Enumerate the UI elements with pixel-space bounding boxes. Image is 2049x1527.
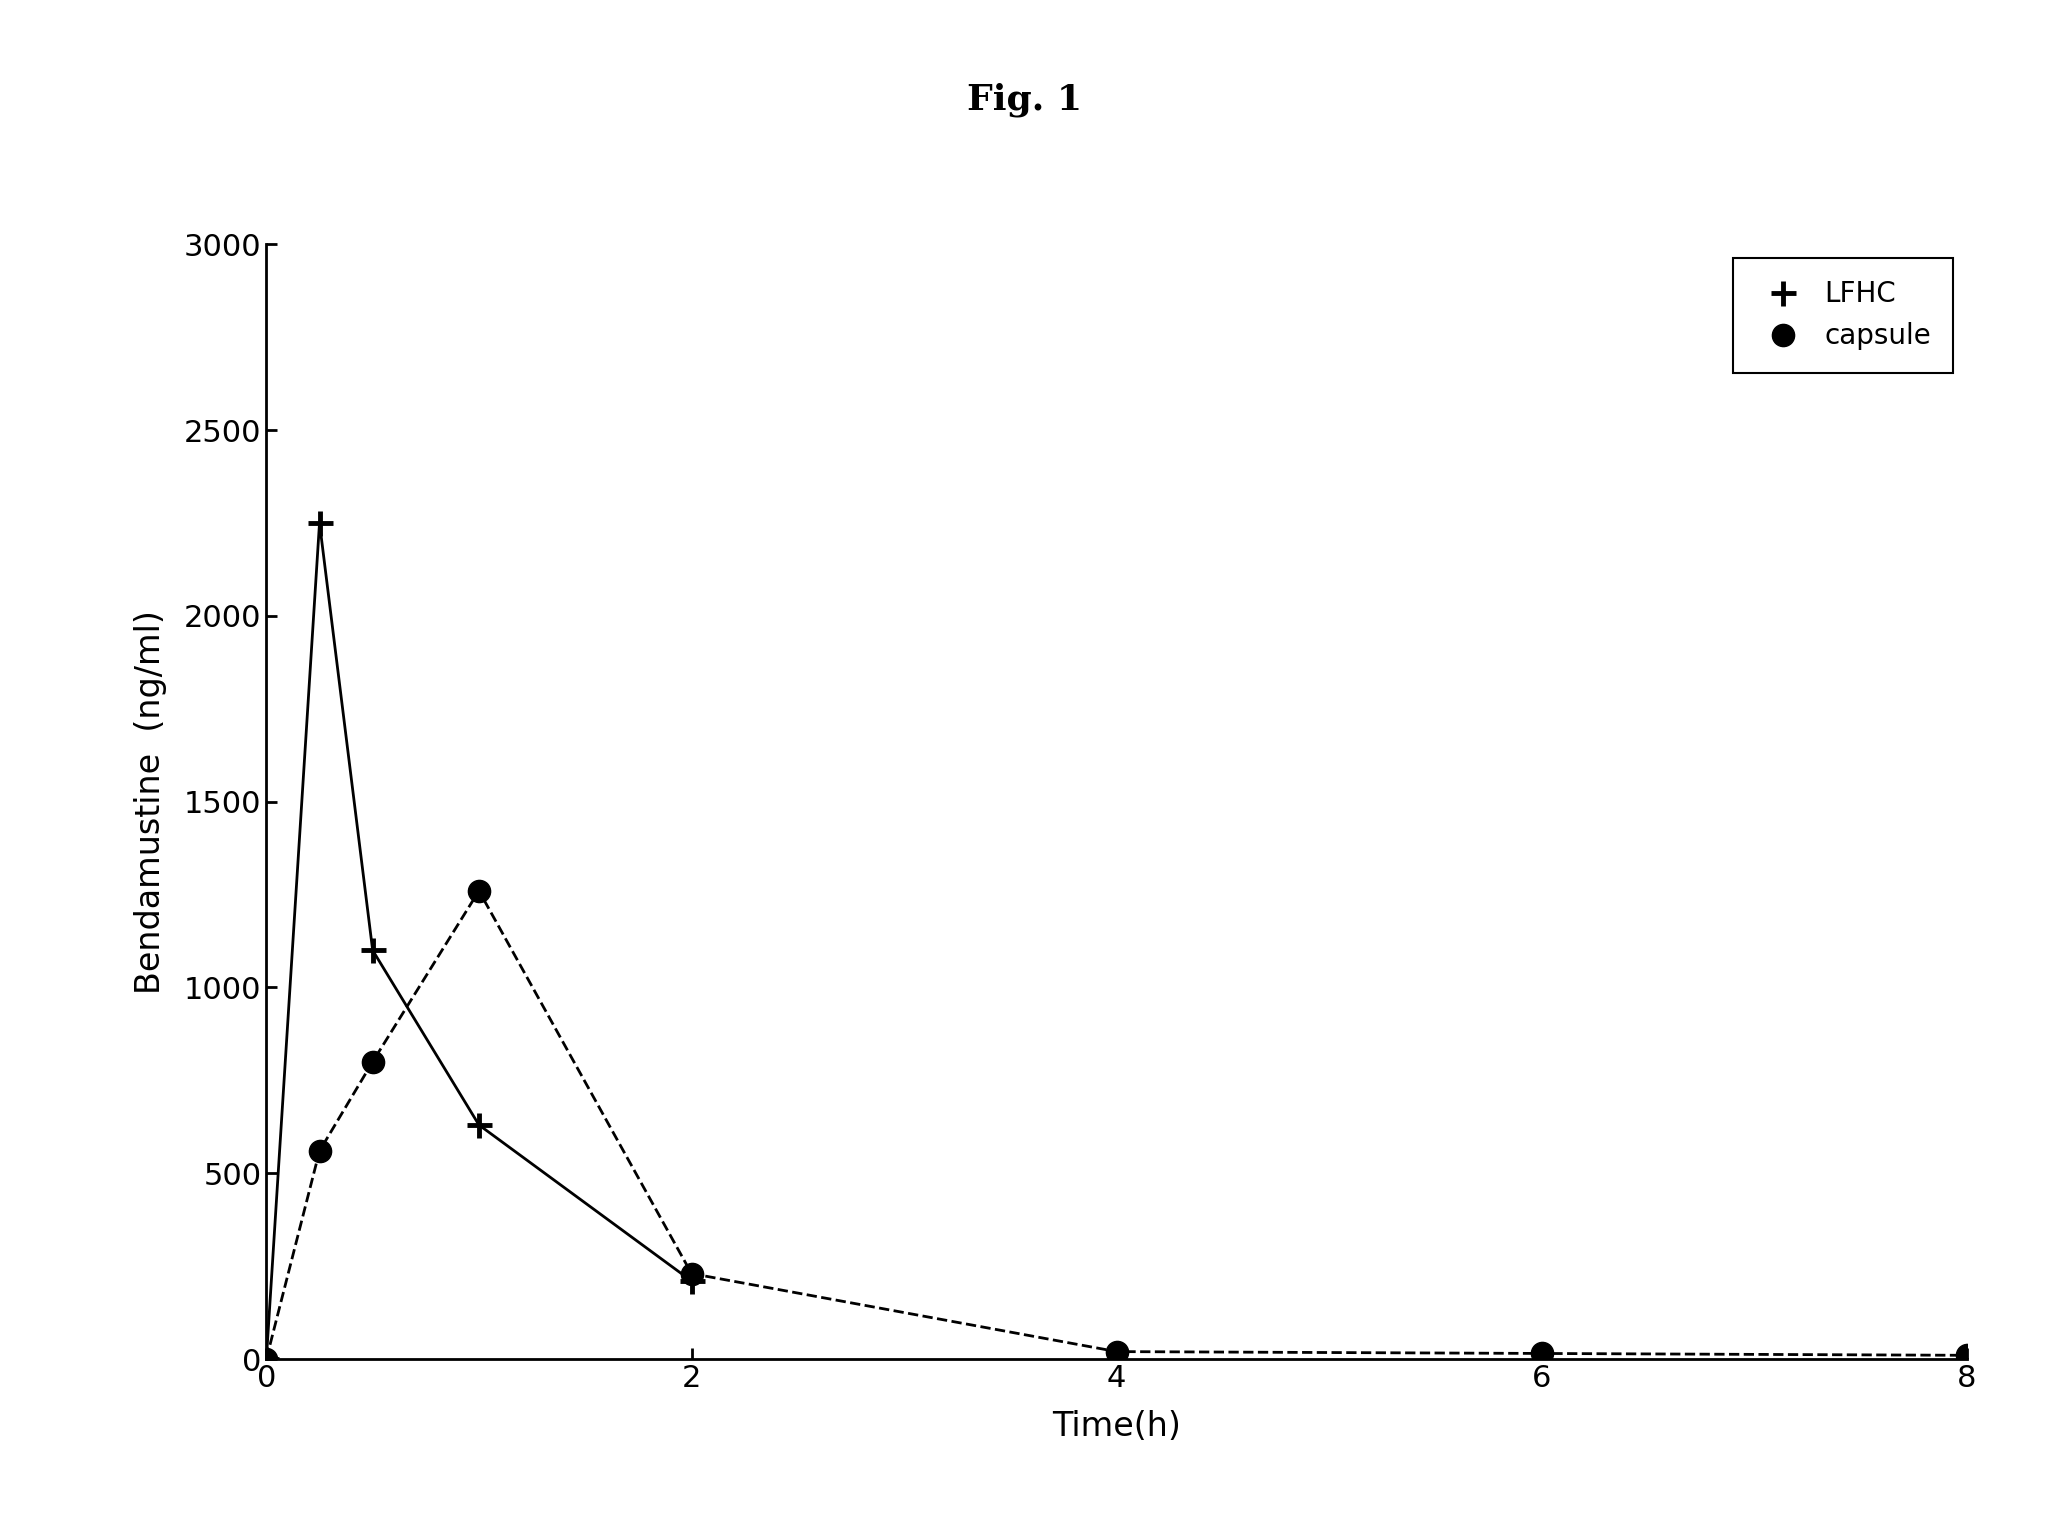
Text: Fig. 1: Fig. 1 (967, 82, 1082, 116)
Y-axis label: Bendamustine  (ng/ml): Bendamustine (ng/ml) (135, 609, 168, 994)
X-axis label: Time(h): Time(h) (1053, 1409, 1180, 1443)
Legend: LFHC, capsule: LFHC, capsule (1733, 258, 1953, 373)
